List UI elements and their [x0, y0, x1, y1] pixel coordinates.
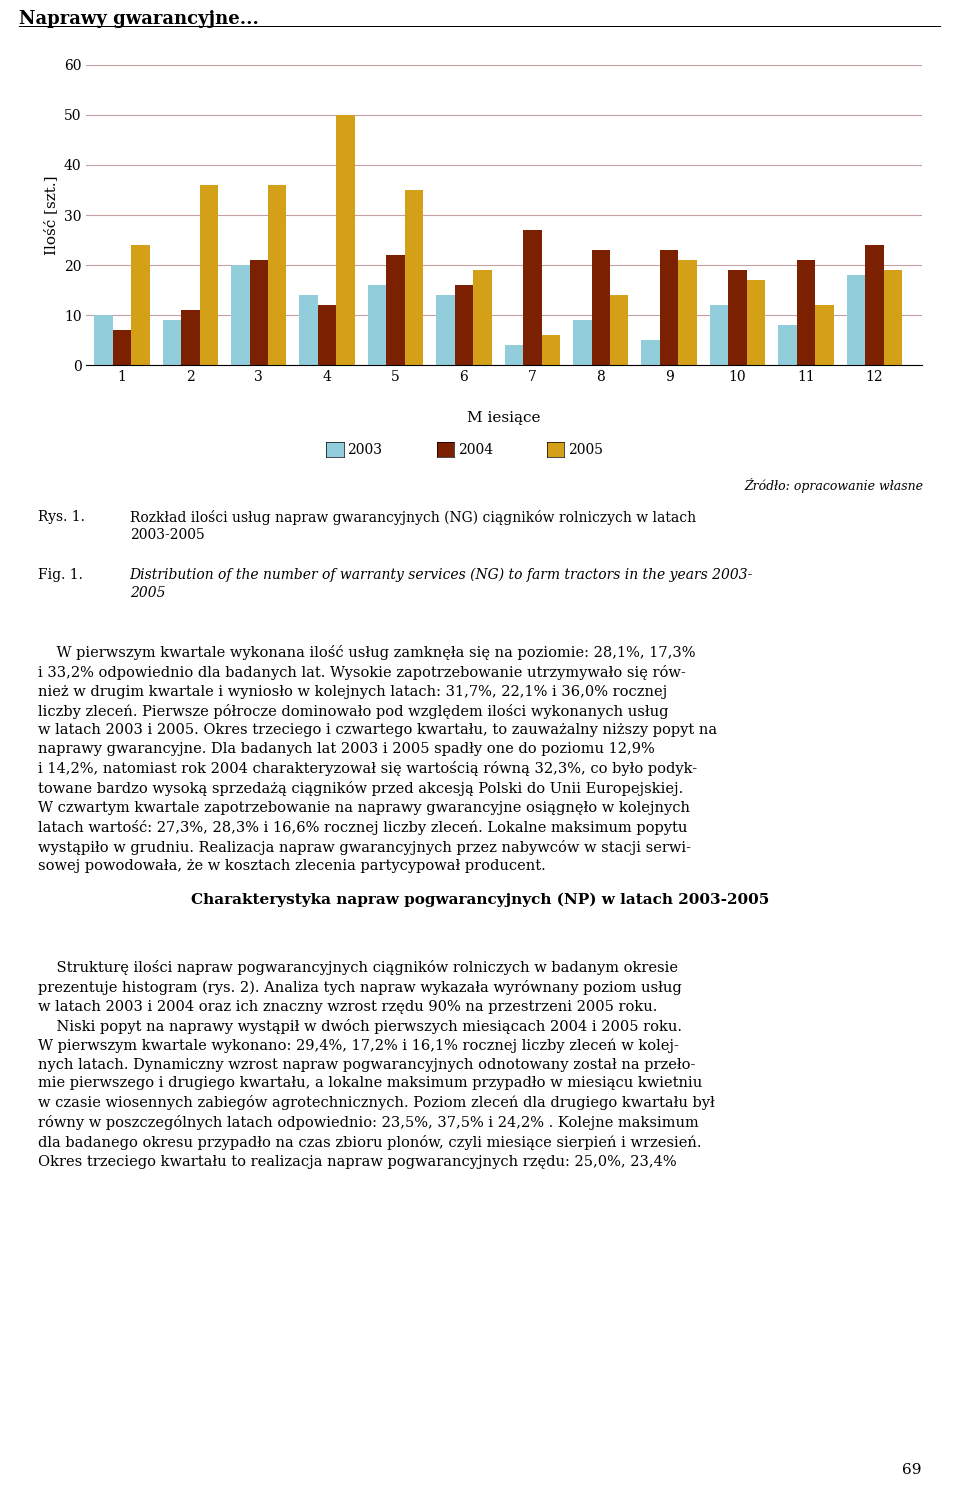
Bar [250, 260, 268, 365]
Bar [436, 295, 455, 365]
Text: 69: 69 [902, 1463, 922, 1477]
Bar [162, 320, 181, 365]
Bar [747, 280, 765, 365]
Bar [847, 275, 865, 365]
Text: M iesiące: M iesiące [468, 411, 540, 424]
Text: 2005: 2005 [568, 442, 603, 457]
Bar [405, 190, 423, 365]
Text: Charakterystyka napraw pogwarancyjnych (NP) w latach 2003-2005: Charakterystyka napraw pogwarancyjnych (… [191, 893, 769, 907]
Bar [318, 305, 336, 365]
Bar [336, 114, 355, 365]
Bar [815, 305, 833, 365]
Text: Naprawy gwarancyjne...: Naprawy gwarancyjne... [19, 9, 259, 27]
Bar [883, 271, 902, 365]
Text: Rozkład ilości usług napraw gwarancyjnych (NG) ciągników rolniczych w latach
200: Rozkład ilości usług napraw gwarancyjnyc… [130, 510, 696, 543]
Bar [300, 295, 318, 365]
Text: Fig. 1.: Fig. 1. [38, 569, 84, 582]
Y-axis label: Ilość [szt.]: Ilość [szt.] [44, 176, 59, 254]
Bar [231, 265, 250, 365]
Text: Distribution of the number of warranty services (NG) to farm tractors in the yea: Distribution of the number of warranty s… [130, 569, 753, 600]
Bar [386, 256, 405, 365]
Bar [94, 316, 112, 365]
Bar [200, 185, 218, 365]
Bar [505, 346, 523, 365]
Text: 2003: 2003 [348, 442, 382, 457]
Bar [541, 335, 560, 365]
Bar [181, 310, 200, 365]
Bar [797, 260, 815, 365]
Bar [779, 325, 797, 365]
Text: 2004: 2004 [458, 442, 493, 457]
Bar [473, 271, 492, 365]
Text: Rys. 1.: Rys. 1. [38, 510, 85, 523]
Bar [132, 245, 150, 365]
Bar [641, 340, 660, 365]
Bar [268, 185, 286, 365]
Bar [573, 320, 591, 365]
Bar [729, 271, 747, 365]
Bar [455, 286, 473, 365]
Text: W pierwszym kwartale wykonana ilość usług zamknęła się na poziomie: 28,1%, 17,3%: W pierwszym kwartale wykonana ilość usłu… [38, 645, 717, 874]
Text: Strukturę ilości napraw pogwarancyjnych ciągników rolniczych w badanym okresie
p: Strukturę ilości napraw pogwarancyjnych … [38, 960, 715, 1169]
Bar [368, 286, 386, 365]
Bar [865, 245, 883, 365]
Bar [610, 295, 629, 365]
Bar [709, 305, 729, 365]
Bar [679, 260, 697, 365]
Bar [660, 250, 679, 365]
Text: Źródło: opracowanie własne: Źródło: opracowanie własne [745, 478, 924, 493]
Bar [112, 331, 132, 365]
Bar [591, 250, 610, 365]
Bar [523, 230, 541, 365]
